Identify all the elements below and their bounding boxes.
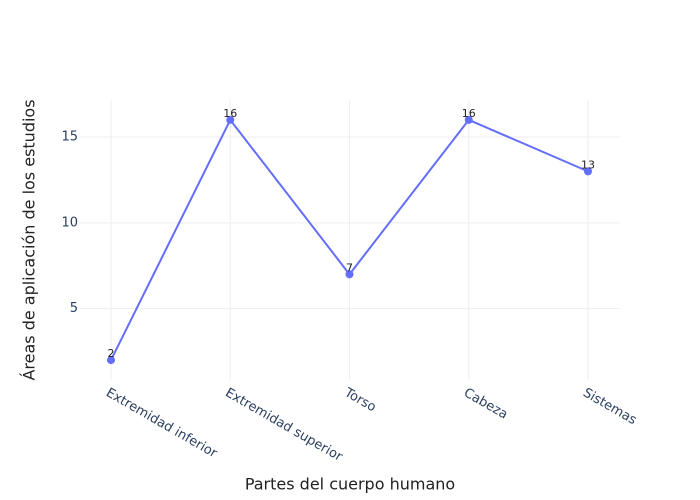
data-label: 7: [346, 261, 353, 274]
grid: [80, 100, 620, 380]
x-tick-label: Cabeza: [461, 386, 510, 423]
data-label: 13: [581, 158, 595, 171]
marker: [226, 115, 235, 124]
data-label: 2: [108, 347, 115, 360]
data-label: 16: [462, 107, 476, 120]
x-tick-label: Sistemas: [580, 386, 639, 429]
y-tick-label: 15: [61, 130, 78, 145]
x-axis-title: Partes del cuerpo humano: [245, 475, 455, 494]
x-tick-label: Extremidad inferior: [103, 386, 220, 462]
marker: [464, 115, 473, 124]
y-tick-label: 10: [61, 215, 78, 230]
x-tick-label: Extremidad superior: [223, 386, 346, 466]
marker: [584, 167, 592, 176]
x-tick-label: Torso: [341, 385, 379, 415]
y-tick-label: 5: [70, 301, 78, 316]
marker: [345, 270, 354, 279]
y-axis-title: Áreas de aplicación de los estudios: [20, 99, 39, 380]
marker: [107, 356, 115, 365]
data-label: 16: [223, 107, 237, 120]
